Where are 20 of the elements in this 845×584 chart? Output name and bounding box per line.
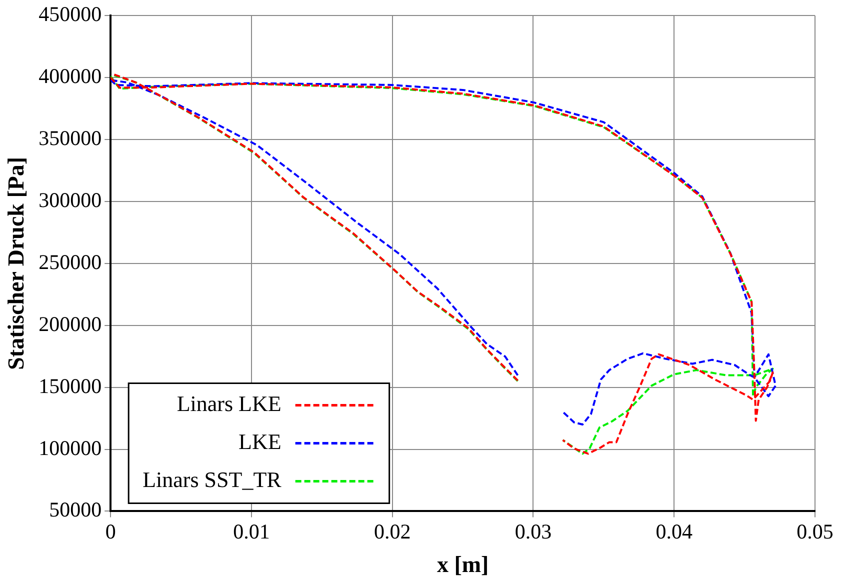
x-tick-label: 0 [105,519,116,544]
y-tick-label: 100000 [38,436,102,460]
y-tick-label: 200000 [38,312,102,336]
y-tick-label: 300000 [38,188,102,212]
legend-label: LKE [238,428,282,454]
x-tick-label: 0.03 [514,519,552,544]
y-tick-label: 400000 [38,64,102,88]
x-axis-title: x [m] [436,552,489,578]
y-tick-label: 350000 [38,126,102,150]
y-tick-label: 450000 [38,2,102,26]
x-tick-label: 0.02 [374,519,411,544]
x-tick-label: 0.05 [796,519,834,544]
legend-label: Linars SST_TR [142,466,282,492]
x-tick-label: 0.04 [656,519,693,544]
y-axis-title: Statischer Druck [Pa] [4,156,29,370]
y-tick-label: 250000 [38,250,102,274]
legend-label: Linars LKE [176,390,282,416]
x-tick-label: 0.01 [233,519,270,544]
y-tick-label: 150000 [38,374,102,398]
y-tick-label: 50000 [49,498,102,522]
